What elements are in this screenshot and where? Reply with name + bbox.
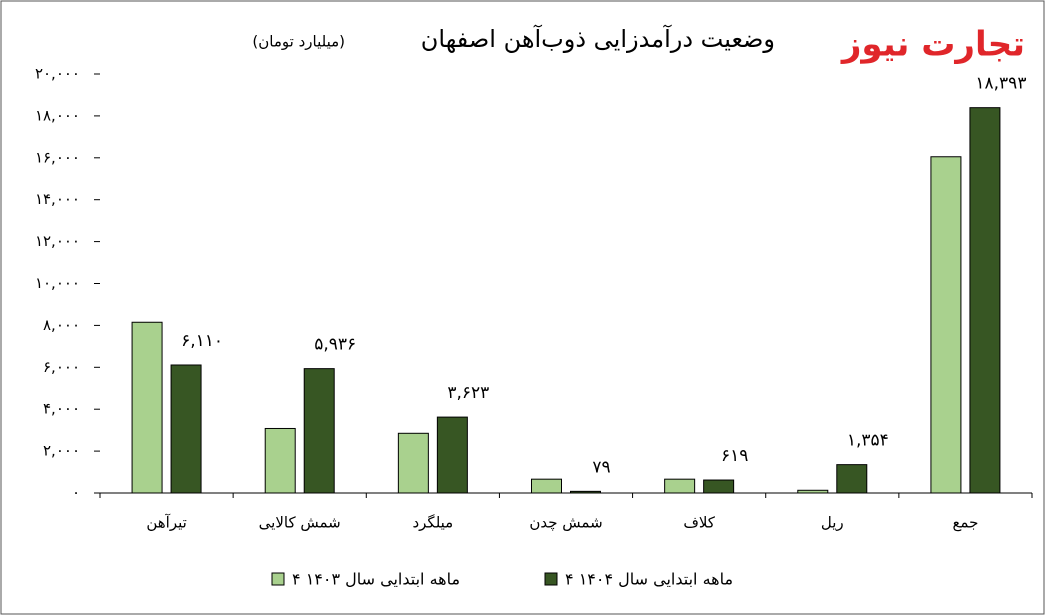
x-tick-label: جمع	[952, 514, 978, 532]
y-tick-label: ۱۸,۰۰۰	[35, 106, 80, 124]
data-label: ۱۸,۳۹۳	[975, 74, 1026, 94]
x-tick-label: ریل	[821, 514, 844, 532]
bar	[570, 490, 601, 494]
bar	[531, 478, 562, 494]
y-tick-label: ۸,۰۰۰	[43, 316, 80, 334]
data-label: ۳,۶۲۳	[447, 383, 489, 403]
bar	[703, 479, 735, 494]
x-tick-label: شمش چدن	[529, 514, 602, 532]
x-tick-label: شمش کالایی	[259, 514, 341, 532]
y-tick-label: ۲۰,۰۰۰	[35, 65, 80, 83]
y-tick-label: ۱۰,۰۰۰	[35, 274, 80, 292]
legend-label: ۴ ماهه ابتدایی سال ۱۴۰۴	[565, 570, 733, 589]
bar	[836, 464, 868, 494]
chart-subtitle: (میلیارد تومان)	[252, 33, 345, 51]
x-tick-label: کلاف	[683, 514, 715, 532]
x-tick-label: تیرآهن	[146, 514, 186, 532]
bar	[969, 107, 1001, 494]
y-tick-label: ۰	[72, 484, 80, 502]
bar	[170, 364, 202, 494]
y-tick-label: ۴,۰۰۰	[43, 400, 80, 418]
bar	[303, 368, 335, 494]
legend-swatch	[544, 572, 558, 586]
bar	[436, 416, 468, 494]
logo: تجارت نیوز	[840, 25, 1025, 65]
data-label: ۵,۹۳۶	[314, 335, 356, 355]
data-label: ۶۱۹	[721, 446, 748, 466]
data-label: ۱,۳۵۴	[847, 431, 889, 451]
y-tick-label: ۱۴,۰۰۰	[35, 190, 80, 208]
bar	[131, 321, 163, 494]
data-label: ۶,۱۱۰	[181, 331, 223, 351]
bar	[797, 489, 829, 494]
y-tick-label: ۲,۰۰۰	[43, 442, 80, 460]
y-tick-label: ۶,۰۰۰	[43, 358, 80, 376]
legend-label: ۴ ماهه ابتدایی سال ۱۴۰۳	[292, 570, 460, 589]
chart-title: وضعیت درآمدزایی ذوب‌آهن اصفهان	[421, 24, 775, 53]
y-tick-label: ۱۶,۰۰۰	[35, 148, 80, 166]
data-label: ۷۹	[592, 457, 610, 477]
bar	[397, 432, 429, 494]
y-tick-label: ۱۲,۰۰۰	[35, 232, 80, 250]
legend-swatch	[271, 572, 285, 586]
bar	[264, 427, 296, 494]
bar	[930, 156, 962, 494]
bar	[664, 478, 696, 494]
x-tick-label: میلگرد	[412, 514, 453, 532]
